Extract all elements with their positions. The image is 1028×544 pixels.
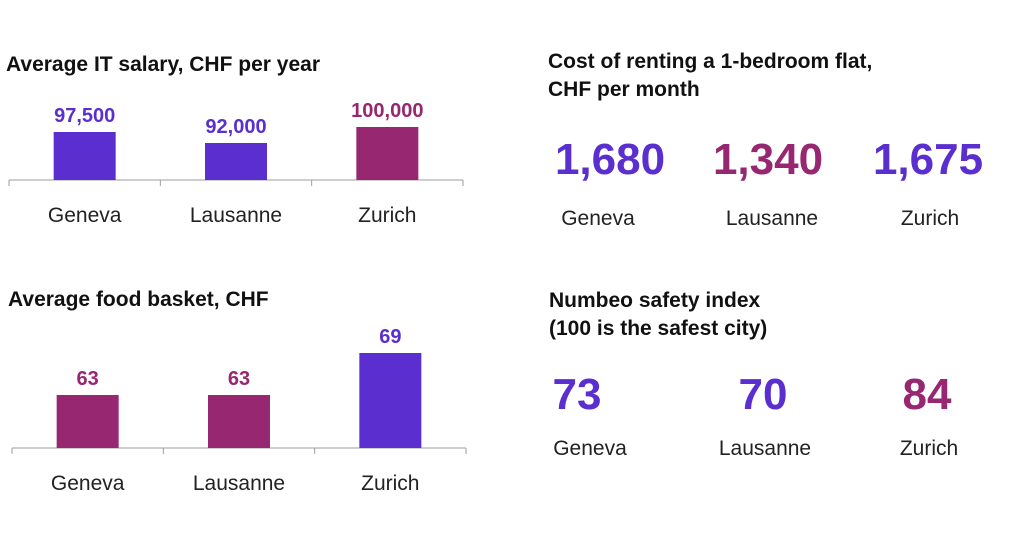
salary-value-label-lausanne: 92,000 [205, 116, 266, 138]
salary-bar-zurich [356, 127, 419, 180]
salary-bar-chart: 97,500 Geneva 92,000 Lausanne 100,000 Zurich [8, 100, 464, 227]
food-value-label-geneva: 63 [77, 368, 99, 390]
food-bar-zurich [359, 353, 422, 448]
salary-category-label-zurich: Zurich [358, 204, 416, 227]
food-value-label-lausanne: 63 [228, 368, 250, 390]
rent-value-lausanne: 1,340 [712, 135, 824, 184]
safety-value-lausanne: 70 [738, 370, 788, 419]
safety-value-geneva: 73 [552, 370, 602, 419]
salary-category-label-geneva: Geneva [48, 204, 122, 227]
salary-chart-title: Average IT salary, CHF per year [6, 53, 320, 76]
rent-label-lausanne: Lausanne [725, 207, 819, 230]
salary-value-label-geneva: 97,500 [54, 105, 115, 127]
safety-value-zurich: 84 [902, 370, 952, 419]
food-value-label-zurich: 69 [379, 326, 401, 348]
safety-panel-title: Numbeo safety index (100 is the safest c… [549, 287, 767, 343]
safety-title-line-1: Numbeo safety index [549, 289, 761, 312]
rent-title-line-2: CHF per month [548, 78, 700, 101]
food-category-label-lausanne: Lausanne [193, 472, 285, 495]
safety-title-line-2: (100 is the safest city) [549, 317, 768, 340]
safety-label-lausanne: Lausanne [718, 437, 812, 460]
salary-value-label-zurich: 100,000 [351, 100, 423, 122]
food-category-label-zurich: Zurich [361, 472, 419, 495]
food-basket-bar-chart: 63 Geneva 63 Lausanne 69 Zurich [11, 326, 467, 495]
rent-label-zurich: Zurich [900, 207, 960, 230]
rent-value-zurich: 1,675 [872, 135, 984, 184]
salary-bar-geneva [53, 132, 116, 180]
rent-title-line-1: Cost of renting a 1-bedroom flat, [548, 50, 873, 73]
food-basket-chart-title: Average food basket, CHF [8, 288, 269, 311]
rent-panel-title: Cost of renting a 1-bedroom flat, CHF pe… [548, 48, 872, 104]
food-category-label-geneva: Geneva [51, 472, 125, 495]
rent-value-geneva: 1,680 [554, 135, 666, 184]
safety-label-zurich: Zurich [899, 437, 959, 460]
food-bar-geneva [56, 395, 119, 448]
salary-bar-lausanne [205, 143, 267, 180]
safety-label-geneva: Geneva [553, 437, 627, 460]
salary-category-label-lausanne: Lausanne [190, 204, 282, 227]
food-bar-lausanne [208, 395, 270, 448]
rent-label-geneva: Geneva [561, 207, 635, 230]
